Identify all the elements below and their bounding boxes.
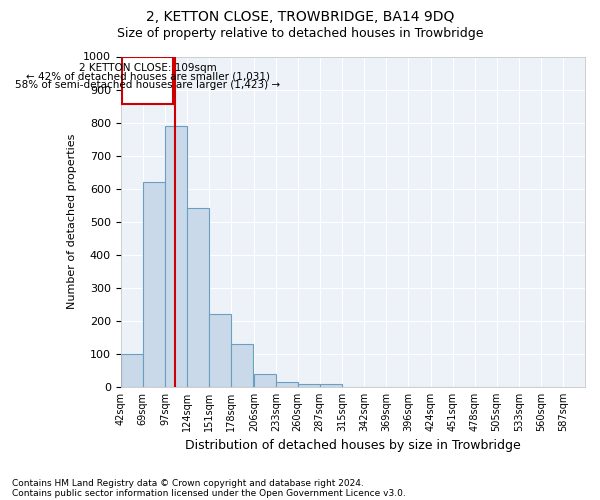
Bar (209, 314, 231, 387)
Text: Contains public sector information licensed under the Open Government Licence v3: Contains public sector information licen… (12, 488, 406, 498)
Bar (320, 384, 341, 387)
Bar (298, 384, 320, 387)
Bar (276, 382, 298, 387)
Text: ← 42% of detached houses are smaller (1,031): ← 42% of detached houses are smaller (1,… (26, 72, 269, 82)
Bar (121, 354, 143, 387)
Bar (143, 182, 164, 387)
Bar (231, 344, 253, 387)
Bar (166, 126, 187, 387)
Text: 2 KETTON CLOSE: 109sqm: 2 KETTON CLOSE: 109sqm (79, 63, 217, 73)
FancyBboxPatch shape (122, 57, 173, 104)
Text: 2, KETTON CLOSE, TROWBRIDGE, BA14 9DQ: 2, KETTON CLOSE, TROWBRIDGE, BA14 9DQ (146, 10, 454, 24)
Text: Contains HM Land Registry data © Crown copyright and database right 2024.: Contains HM Land Registry data © Crown c… (12, 478, 364, 488)
Y-axis label: Number of detached properties: Number of detached properties (67, 134, 77, 310)
Bar (187, 208, 209, 387)
Bar (254, 374, 276, 387)
Text: 58% of semi-detached houses are larger (1,423) →: 58% of semi-detached houses are larger (… (15, 80, 280, 90)
Text: Size of property relative to detached houses in Trowbridge: Size of property relative to detached ho… (117, 28, 483, 40)
X-axis label: Distribution of detached houses by size in Trowbridge: Distribution of detached houses by size … (185, 440, 521, 452)
